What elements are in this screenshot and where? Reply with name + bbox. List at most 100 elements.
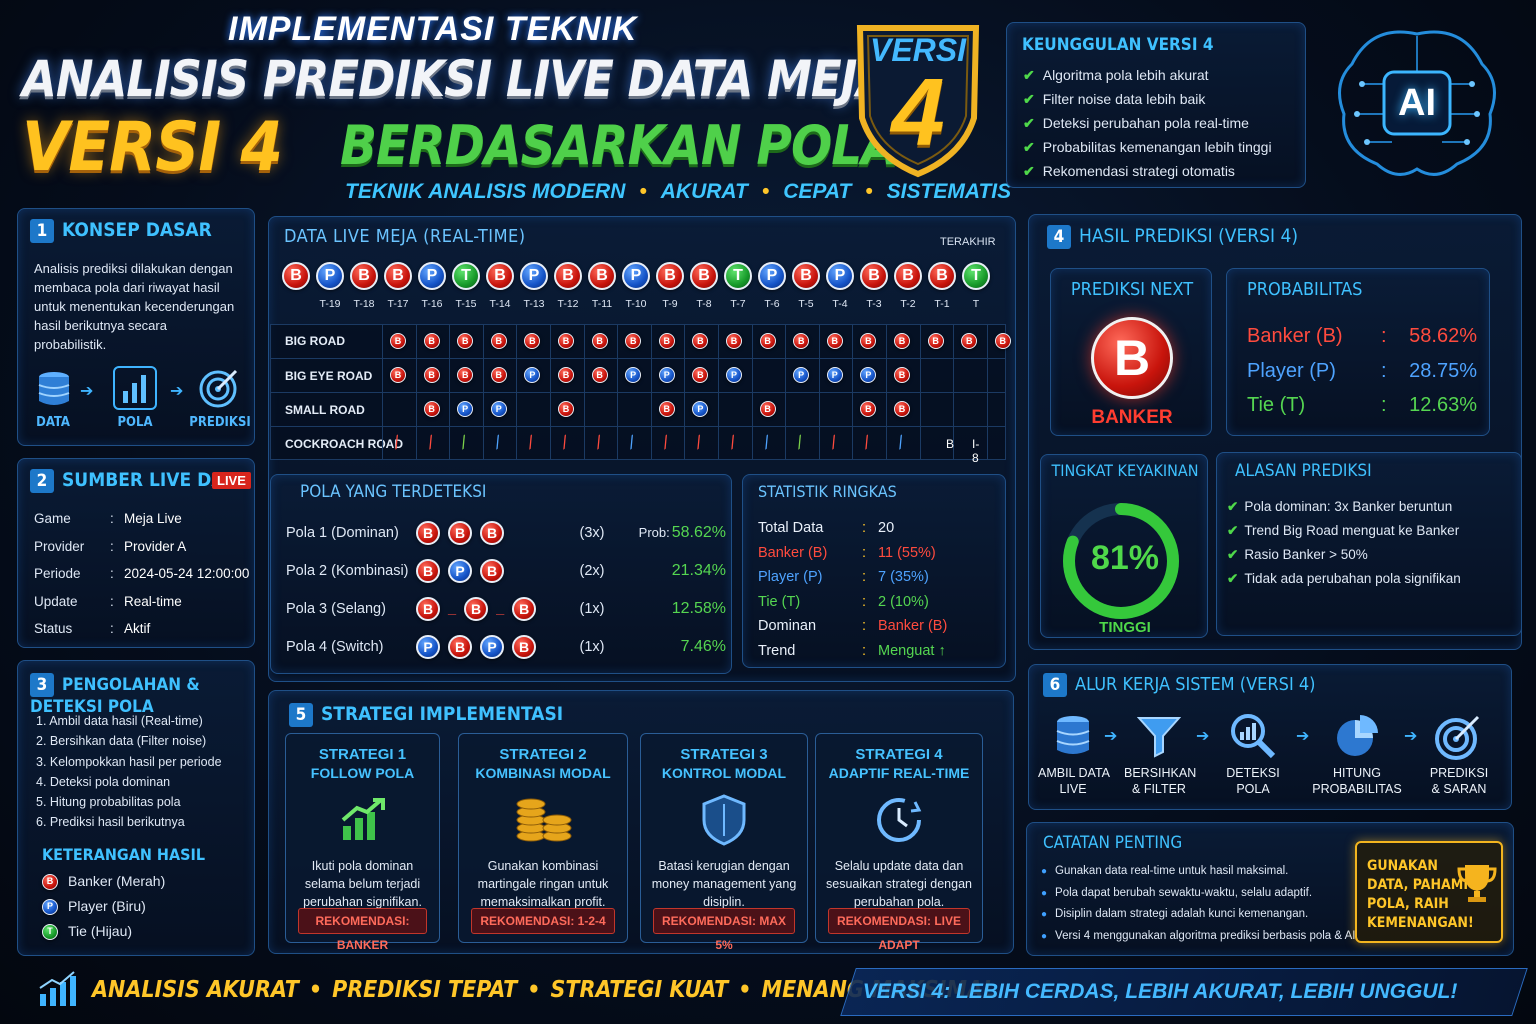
result-ball: B xyxy=(350,262,378,290)
pola-row: Pola 2 (Kombinasi) B P B (2x) 21.34% xyxy=(286,552,726,590)
callout-text: GUNAKAN DATA, PAHAMI POLA, RAIH KEMENANGAN! xyxy=(1367,857,1474,933)
keyakinan-card: TINGKAT KEYAKINAN 81% TINGGI xyxy=(1040,454,1208,638)
pola-title: POLA YANG TERDETEKSI xyxy=(300,482,487,502)
legend-label: Tie (Hijau) xyxy=(68,923,133,939)
workflow-step: DETEKSI POLA xyxy=(1218,710,1288,796)
prob-sep: : xyxy=(1381,394,1387,416)
legend-title: KETERANGAN HASIL xyxy=(42,845,206,864)
reason-item: ✔ Pola dominan: 3x Banker beruntun xyxy=(1227,495,1461,519)
source-row: Game: Meja Live xyxy=(34,505,249,533)
grid-line xyxy=(818,324,820,460)
result-ball: P xyxy=(622,262,650,290)
source-key: Game xyxy=(34,511,71,526)
pola-name: Pola 1 (Dominan) xyxy=(286,525,399,541)
result-label: T-5 xyxy=(798,298,814,310)
result-label: T-1 xyxy=(934,298,950,310)
coins-icon xyxy=(459,793,627,847)
catatan-list: ● Gunakan data real-time untuk hasil maks… xyxy=(1041,861,1359,947)
road-cell: B xyxy=(692,367,709,383)
pola-ball: P xyxy=(416,635,440,659)
pola-ball: B xyxy=(416,597,440,621)
road-cell: B xyxy=(390,333,406,349)
flow-label-pola: POLA xyxy=(117,415,153,430)
pola-prob-label: Prob: xyxy=(638,525,670,540)
header-line2: ANALISIS PREDIKSI LIVE DATA MEJA xyxy=(22,50,891,108)
bullet-icon: ● xyxy=(1041,866,1048,877)
tagline-1: TEKNIK ANALISIS MODERN xyxy=(345,180,626,203)
legend-list: B Banker (Merah) P Player (Biru) T Tie (Hijau… xyxy=(42,869,165,944)
result-label: T-8 xyxy=(696,298,712,310)
statistik-title: STATISTIK RINGKAS xyxy=(758,482,897,501)
road-row: SMALL ROAD xyxy=(270,392,1006,426)
road-cell: P xyxy=(625,367,642,383)
live-badge: LIVE xyxy=(212,472,251,489)
stat-key: Dominan xyxy=(758,618,817,634)
pola-pct: 21.34% xyxy=(622,562,726,580)
legend-ball: B xyxy=(42,873,58,890)
keyakinan-title: TINGKAT KEYAKINAN xyxy=(1051,461,1199,480)
konsep-title: KONSEP DASAR xyxy=(62,219,212,241)
statistik-panel xyxy=(742,474,1006,668)
result-ball: B xyxy=(656,262,684,290)
grid-line xyxy=(650,324,652,460)
advantage-text: Filter noise data lebih baik xyxy=(1042,91,1206,107)
road-cell: B xyxy=(591,367,608,383)
prob-sep: : xyxy=(1381,325,1387,347)
advantage-item: ✔ Algoritma pola lebih akurat xyxy=(1023,63,1272,87)
arrow-right-icon: ➔ xyxy=(170,383,184,400)
result-ball: P xyxy=(418,262,446,290)
stat-sep: : xyxy=(862,642,867,659)
workflow-label: HITUNG xyxy=(1333,766,1381,780)
strategy-title: STRATEGI 1 xyxy=(318,746,407,763)
probabilitas-title: PROBABILITAS xyxy=(1247,279,1363,300)
workflow-label: & SARAN xyxy=(1431,782,1487,796)
keyakinan-value: 81% xyxy=(1090,539,1160,577)
strategy-recommendation: REKOMENDASI: BANKER xyxy=(298,908,427,952)
result-label: T-12 xyxy=(557,298,579,310)
process-step: 2. Bersihkan data (Filter noise) xyxy=(36,734,207,749)
database-icon xyxy=(38,372,70,405)
grid-line xyxy=(718,324,719,460)
advantage-text: Deteksi perubahan pola real-time xyxy=(1042,115,1249,131)
pengolahan-steps: 1. Ambil data hasil (Real-time) 2. Bersih… xyxy=(36,711,222,833)
source-sep: : xyxy=(110,538,114,554)
header-line1: IMPLEMENTASI TEKNIK xyxy=(228,10,638,48)
brain-circuit-icon xyxy=(1338,30,1496,176)
road-cell: P xyxy=(726,367,742,383)
check-icon: ✔ xyxy=(1023,91,1035,107)
stat-value: Banker (B) xyxy=(878,618,948,634)
road-cell: B xyxy=(793,333,810,349)
pola-rows: Pola 1 (Dominan) B B B (3x) Prob: 58.62% Pola 2… xyxy=(286,514,726,666)
road-cell: B xyxy=(558,367,574,383)
check-icon: ✔ xyxy=(1023,115,1035,131)
prob-row: Banker (B):58.62% xyxy=(1247,319,1477,354)
result-ball: T xyxy=(962,262,990,290)
callout-box: GUNAKAN DATA, PAHAMI POLA, RAIH KEMENANGAN! xyxy=(1355,841,1503,943)
road-cell: P xyxy=(658,367,675,383)
flow-label-prediksi: PREDIKSI xyxy=(189,415,251,430)
workflow-step: AMBIL DATA LIVE xyxy=(1038,710,1110,796)
workflow-label: PROBABILITAS xyxy=(1312,782,1402,796)
strategy-card: STRATEGI 3 KONTROL MODAL Batasi kerugian d… xyxy=(640,733,808,952)
callout-line: DATA, PAHAMI xyxy=(1367,877,1469,893)
stat-row: Tie (T):2 (10%) xyxy=(758,590,947,615)
note-text: Gunakan data real-time untuk hasil maksi… xyxy=(1055,865,1289,877)
result-ball: B xyxy=(894,262,922,290)
bullet-icon: ● xyxy=(1041,930,1048,942)
road-cell: P xyxy=(524,367,541,383)
hasil-heading: 4 HASIL PREDIKSI (VERSI 4) xyxy=(1047,225,1298,249)
footer-item: PREDIKSI TEPAT xyxy=(332,977,518,1003)
strategy-desc: Selalu update data dan sesuaikan strateg… xyxy=(826,859,972,909)
stat-row: Player (P):7 (35%) xyxy=(758,565,947,590)
advantage-item: ✔ Probabilitas kemenangan lebih tinggi xyxy=(1023,135,1272,159)
section-number: 6 xyxy=(1043,673,1067,697)
prediksi-next-title: PREDIKSI NEXT xyxy=(1070,279,1194,300)
stat-value: 11 (55%) xyxy=(878,544,936,561)
road-cell: B xyxy=(692,333,709,349)
source-value: Provider A xyxy=(124,538,187,554)
workflow-step: BERSIHKAN & FILTER xyxy=(1124,710,1196,796)
arrow-right-icon: ➔ xyxy=(1404,728,1418,745)
callout-line: POLA, RAIH xyxy=(1367,896,1449,912)
